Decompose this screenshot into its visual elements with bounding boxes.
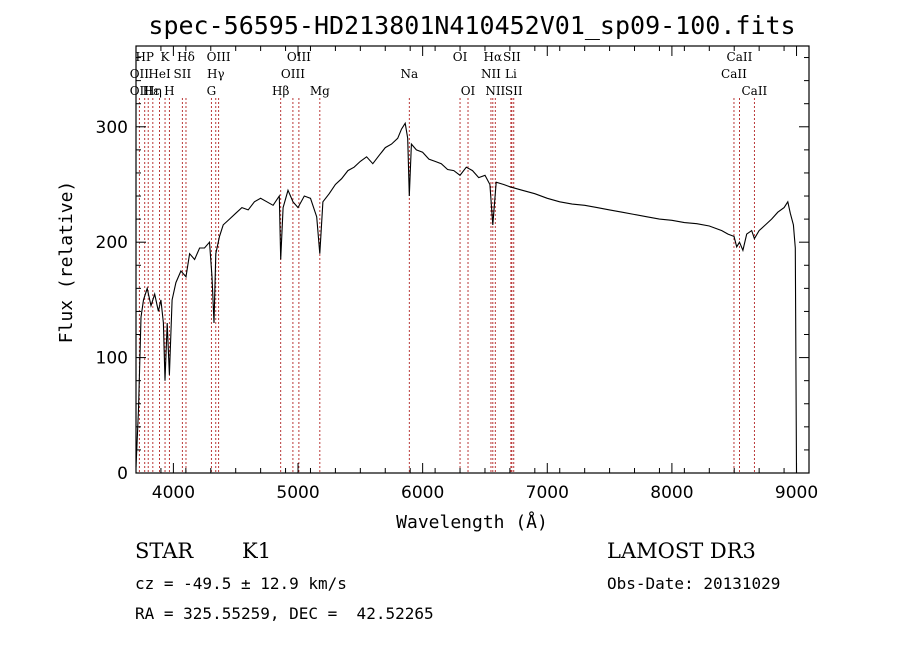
line-label-1: K — [161, 50, 171, 64]
line-markers — [138, 98, 755, 473]
line-label-21: H — [164, 84, 174, 98]
survey-name: LAMOST DR3 — [607, 539, 756, 563]
line-label-6: Hα — [484, 50, 503, 64]
line-label-10: HeI — [148, 67, 171, 81]
line-label-22: G — [207, 84, 217, 98]
x-tick-label-5: 9000 — [775, 483, 818, 503]
line-label-11: SII — [174, 67, 192, 81]
y-tick-label-1: 100 — [96, 349, 128, 369]
x-tick-label-1: 5000 — [276, 483, 319, 503]
observation-date: Obs-Date: 20131029 — [607, 574, 781, 593]
y-tick-label-0: 0 — [117, 464, 128, 484]
x-axis-label: Wavelength (Å) — [396, 511, 548, 533]
line-label-8: CaII — [727, 50, 753, 64]
line-label-23: Hβ — [272, 84, 289, 98]
y-axis-label: Flux (relative) — [56, 181, 77, 344]
coordinates: RA = 325.55259, DEC = 42.52265 — [135, 604, 434, 623]
axis-ticks: 4000 5000 6000 7000 8000 9000 0 100 200 300 — [96, 46, 818, 503]
chart-title: spec-56595-HD213801N410452V01_sp09-100.f… — [148, 11, 795, 40]
plot-frame — [135, 45, 810, 474]
line-label-28: CaII — [741, 84, 767, 98]
line-label-17: CaII — [721, 67, 747, 81]
x-tick-label-4: 8000 — [650, 483, 693, 503]
line-label-7: SII — [503, 50, 521, 64]
line-label-3: OIII — [207, 50, 231, 64]
x-tick-label-3: 7000 — [526, 483, 569, 503]
spectrum-series-line — [135, 121, 798, 474]
line-label-4: OIII — [287, 50, 311, 64]
line-label-0: HP — [135, 50, 154, 64]
line-label-27: SII — [505, 84, 523, 98]
line-label-20: Hη — [144, 84, 162, 98]
line-label-19: Hε — [143, 84, 160, 98]
line-label-24: Mg — [310, 84, 330, 98]
line-label-26: NII — [485, 84, 505, 98]
object-subclass: K1 — [242, 539, 272, 563]
line-label-12: Hγ — [207, 67, 225, 81]
redshift-velocity: cz = -49.5 ± 12.9 km/s — [135, 574, 347, 593]
line-label-2: Hδ — [177, 50, 195, 64]
line-label-5: OI — [453, 50, 468, 64]
x-tick-label-2: 6000 — [401, 483, 444, 503]
x-tick-label-0: 4000 — [152, 483, 195, 503]
line-label-9: OII — [130, 67, 150, 81]
y-tick-label-2: 200 — [96, 233, 128, 253]
line-label-14: Na — [400, 67, 418, 81]
line-label-16: Li — [505, 67, 517, 81]
line-label-25: OI — [461, 84, 476, 98]
object-class: STAR — [135, 539, 194, 563]
line-label-13: OIII — [281, 67, 305, 81]
y-tick-label-3: 300 — [96, 118, 128, 138]
line-label-18: OII — [130, 84, 150, 98]
line-label-15: NII — [481, 67, 501, 81]
